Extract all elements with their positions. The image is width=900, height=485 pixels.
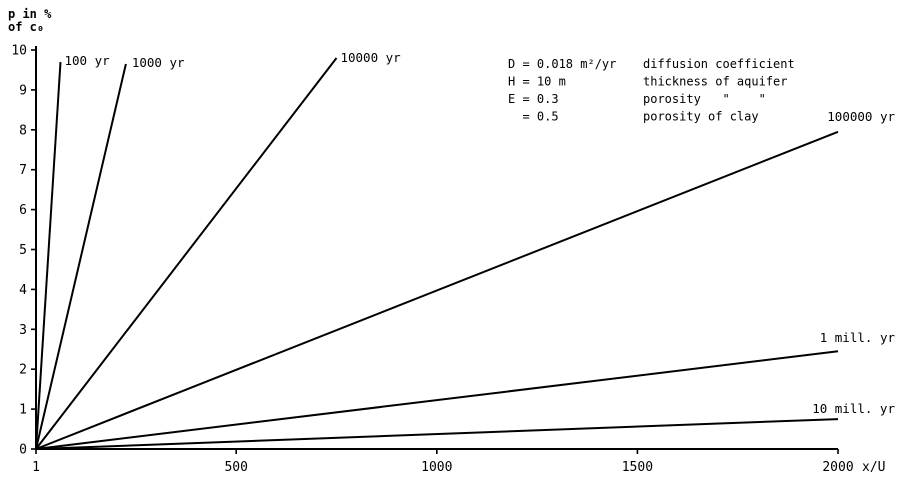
y-tick-label: 7 [19, 163, 27, 178]
series-line [35, 63, 127, 450]
parameter-description: diffusion coefficient [643, 57, 795, 71]
y-tick-label: 1 [19, 403, 27, 418]
parameter-value: = 0.5 [508, 110, 559, 124]
x-tick-label: 1 [32, 460, 40, 475]
parameter-value: E = 0.3 [508, 92, 559, 106]
x-axis-title: x/U [862, 460, 885, 475]
series-line [35, 130, 839, 450]
x-tick-label: 500 [224, 460, 247, 475]
y-tick-label: 0 [19, 443, 27, 458]
series-label: 1 mill. yr [820, 330, 896, 345]
series-label: 1000 yr [132, 55, 185, 70]
y-tick-label: 10 [11, 44, 27, 59]
y-axis-title: of c₀ [8, 20, 44, 34]
series-label: 10000 yr [340, 50, 401, 65]
series-line [35, 57, 338, 450]
parameter-block: D = 0.018 m²/yr diffusion coefficient H = … [508, 57, 795, 124]
x-tick-label: 2000 [822, 460, 853, 475]
y-tick-label: 4 [19, 283, 27, 298]
series-labels: 100 yr 1000 yr 10000 yr 100000 yr 1 mill. yr… [64, 50, 895, 416]
y-tick-label: 9 [19, 83, 27, 98]
series-line [35, 418, 839, 450]
y-tick-label: 5 [19, 243, 27, 258]
series-label: 100000 yr [827, 109, 895, 124]
y-tick-label: 6 [19, 203, 27, 218]
series-label: 10 mill. yr [812, 401, 895, 416]
y-tick-label: 2 [19, 363, 27, 378]
y-tick-label: 8 [19, 123, 27, 138]
y-tick-label: 3 [19, 323, 27, 338]
series-line [35, 350, 839, 450]
y-axis-title: p in % [8, 7, 52, 21]
series-lines [35, 57, 839, 450]
parameter-value: D = 0.018 m²/yr [508, 57, 616, 71]
series-label: 100 yr [64, 53, 110, 68]
parameter-description: porosity of clay [643, 110, 759, 124]
parameter-description: porosity " " [643, 92, 766, 106]
x-tick-label: 1000 [421, 460, 452, 475]
parameter-value: H = 10 m [508, 75, 566, 89]
parameter-description: thickness of aquifer [643, 75, 788, 89]
series-line [35, 61, 62, 450]
x-tick-label: 1500 [622, 460, 653, 475]
